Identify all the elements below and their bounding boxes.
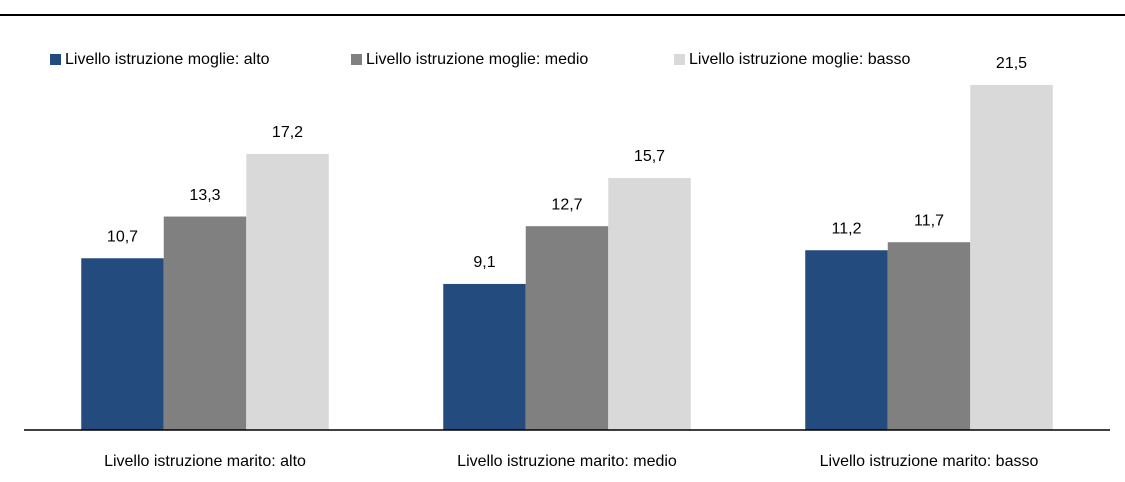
x-tick-label: Livello istruzione marito: medio: [457, 453, 677, 470]
value-label: 11,2: [832, 220, 862, 237]
bar: [81, 258, 164, 430]
x-tick-label: Livello istruzione marito: alto: [104, 453, 306, 470]
bar: [970, 84, 1053, 431]
value-label: 12,7: [551, 196, 582, 213]
bar: [525, 226, 609, 430]
value-label: 11,7: [914, 212, 944, 229]
legend-swatch: [674, 54, 685, 65]
value-label: 17,2: [272, 124, 303, 141]
value-label: 10,7: [107, 228, 138, 245]
bar: [887, 242, 971, 430]
legend-swatch: [50, 54, 61, 65]
value-label: 21,5: [996, 55, 1027, 72]
legend-label: Livello istruzione moglie: medio: [366, 51, 588, 68]
value-label: 13,3: [189, 187, 220, 204]
x-tick-label: Livello istruzione marito: basso: [820, 453, 1039, 470]
legend-label: Livello istruzione moglie: alto: [65, 51, 270, 68]
bar: [443, 283, 526, 430]
bar: [608, 178, 691, 430]
bar: [163, 216, 247, 430]
value-label: 9,1: [473, 254, 495, 271]
value-label: 15,7: [634, 148, 665, 165]
legend-label: Livello istruzione moglie: basso: [689, 51, 911, 68]
bar: [805, 250, 888, 430]
legend-swatch: [351, 54, 362, 65]
bar: [246, 153, 329, 430]
